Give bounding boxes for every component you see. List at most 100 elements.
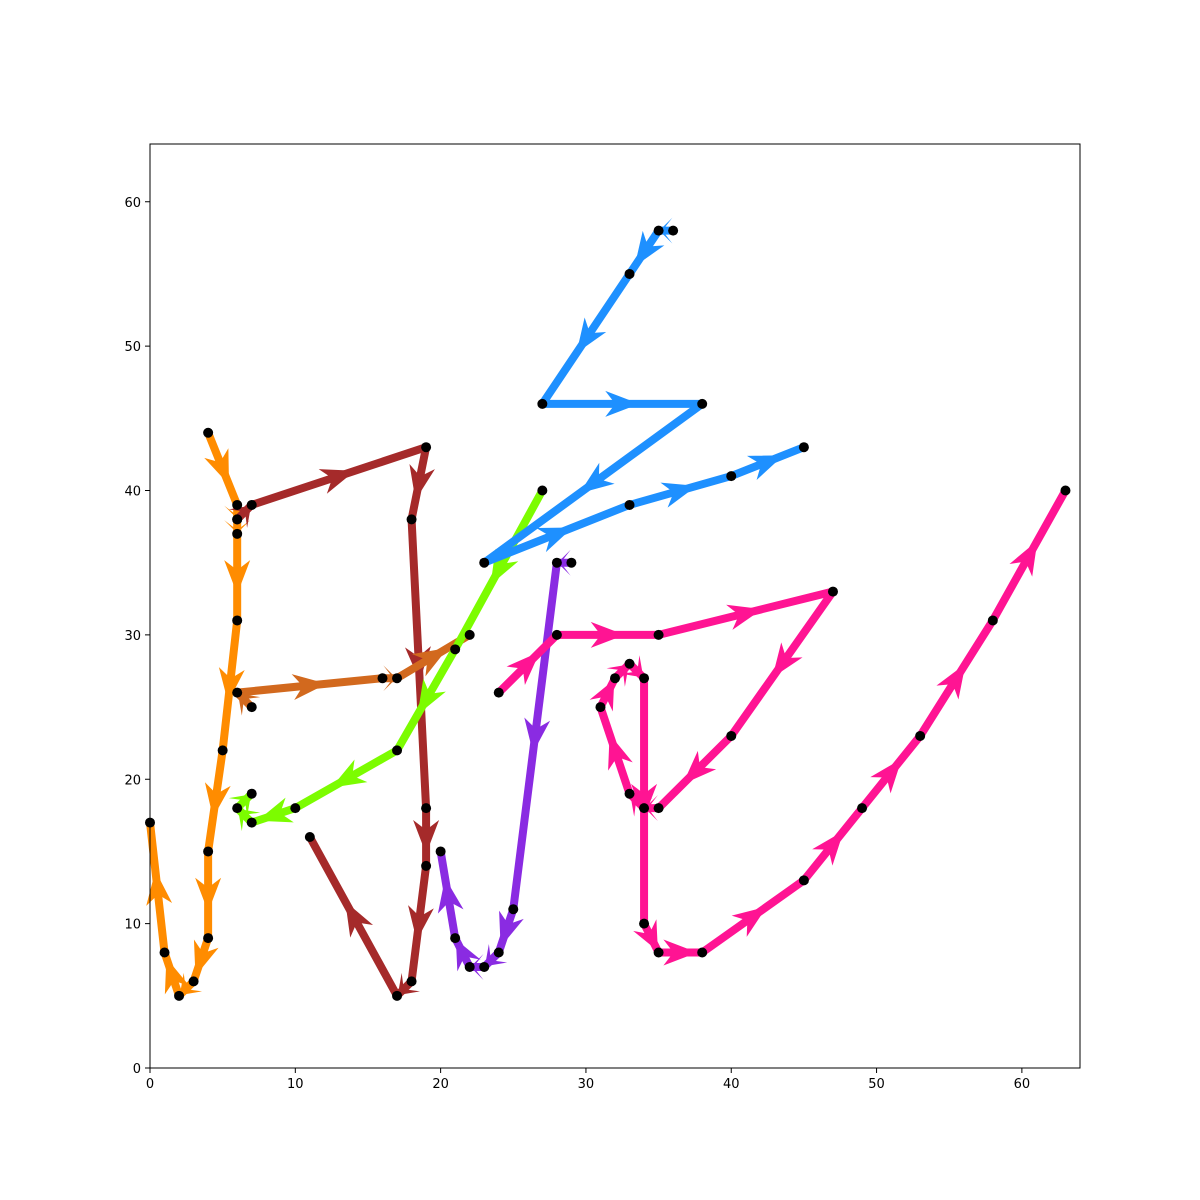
arrowhead xyxy=(409,464,435,500)
data-point xyxy=(624,268,635,279)
data-point xyxy=(653,225,664,236)
data-point xyxy=(493,947,504,958)
arrowhead xyxy=(331,759,368,788)
data-point xyxy=(464,961,475,972)
arrowhead xyxy=(579,462,615,494)
arrowhead xyxy=(731,906,767,937)
data-point xyxy=(639,673,650,684)
arrowhead xyxy=(682,750,717,785)
arrowhead xyxy=(417,678,446,715)
arrowhead xyxy=(524,717,551,753)
arrowhead xyxy=(484,943,508,967)
arrowhead xyxy=(576,317,607,354)
x-tick-label: 30 xyxy=(578,1077,595,1092)
data-point xyxy=(639,918,650,929)
arrowhead xyxy=(605,390,640,417)
arrowhead xyxy=(412,647,448,677)
arrowhead xyxy=(746,455,784,480)
y-tick-label: 30 xyxy=(124,629,141,644)
arrowhead xyxy=(291,674,327,701)
data-point xyxy=(653,629,664,640)
data-point xyxy=(697,947,708,958)
data-point xyxy=(697,398,708,409)
data-point xyxy=(653,803,664,814)
arrowhead xyxy=(621,655,644,678)
data-point xyxy=(668,225,679,236)
arrowhead xyxy=(812,830,844,866)
data-point xyxy=(232,687,243,698)
data-point xyxy=(726,471,737,482)
data-point xyxy=(203,933,214,944)
arrowhead xyxy=(499,910,524,947)
data-point xyxy=(450,933,461,944)
series-1 xyxy=(228,443,440,1000)
arrowhead xyxy=(237,693,261,716)
arrowhead xyxy=(164,958,190,995)
data-point xyxy=(624,658,635,669)
arrowhead xyxy=(631,783,658,818)
data-point xyxy=(246,788,257,799)
data-point xyxy=(246,702,257,713)
data-point xyxy=(827,586,838,597)
y-tick-label: 60 xyxy=(124,196,141,211)
arrowhead xyxy=(1009,540,1038,577)
arrowhead xyxy=(660,482,697,508)
data-point xyxy=(595,702,606,713)
data-point xyxy=(421,860,432,871)
data-point xyxy=(232,615,243,626)
data-point xyxy=(232,528,243,539)
data-point xyxy=(464,629,475,640)
arrowhead xyxy=(589,679,615,712)
arrowhead xyxy=(228,794,251,817)
arrowhead xyxy=(218,667,245,703)
arrowhead xyxy=(726,604,763,630)
arrowhead xyxy=(204,782,231,818)
arrowhead xyxy=(204,448,230,485)
arrowhead xyxy=(606,664,629,687)
arrowhead xyxy=(237,808,261,832)
plot-frame xyxy=(149,143,1081,1069)
data-point xyxy=(508,904,519,915)
data-point xyxy=(857,803,868,814)
data-point xyxy=(377,673,388,684)
arrowhead xyxy=(633,919,658,952)
arrowhead xyxy=(228,505,251,528)
data-point xyxy=(232,803,243,814)
data-point xyxy=(159,947,170,958)
arrowhead xyxy=(437,877,464,914)
data-point xyxy=(493,687,504,698)
data-point xyxy=(610,673,620,684)
data-point xyxy=(246,499,257,510)
data-point xyxy=(246,817,257,828)
x-axis: 0 10 20 30 40 50 60 xyxy=(146,1068,1030,1092)
data-point xyxy=(290,803,301,814)
y-tick-label: 50 xyxy=(124,340,141,355)
data-point xyxy=(406,976,417,987)
x-tick-label: 50 xyxy=(868,1077,885,1092)
data-point xyxy=(174,990,185,1001)
data-point xyxy=(479,961,490,972)
data-point xyxy=(624,499,635,510)
data-point xyxy=(624,788,635,799)
data-point xyxy=(551,557,562,568)
data-point xyxy=(915,730,926,741)
data-point xyxy=(551,629,562,640)
y-tick-label: 0 xyxy=(133,1062,141,1077)
x-tick-label: 60 xyxy=(1014,1077,1031,1092)
data-point xyxy=(798,442,809,453)
data-point xyxy=(232,499,243,510)
arrowhead xyxy=(195,877,222,912)
series-6 xyxy=(494,486,1070,966)
data-point xyxy=(392,745,403,756)
data-point xyxy=(566,557,577,568)
arrowhead xyxy=(634,230,665,267)
arrowhead xyxy=(408,905,434,941)
arrowhead xyxy=(506,651,540,685)
arrowhead xyxy=(345,901,374,938)
arrowhead xyxy=(663,939,698,966)
series-4 xyxy=(480,217,808,567)
arrowhead xyxy=(590,621,625,648)
arrowhead xyxy=(630,794,653,817)
